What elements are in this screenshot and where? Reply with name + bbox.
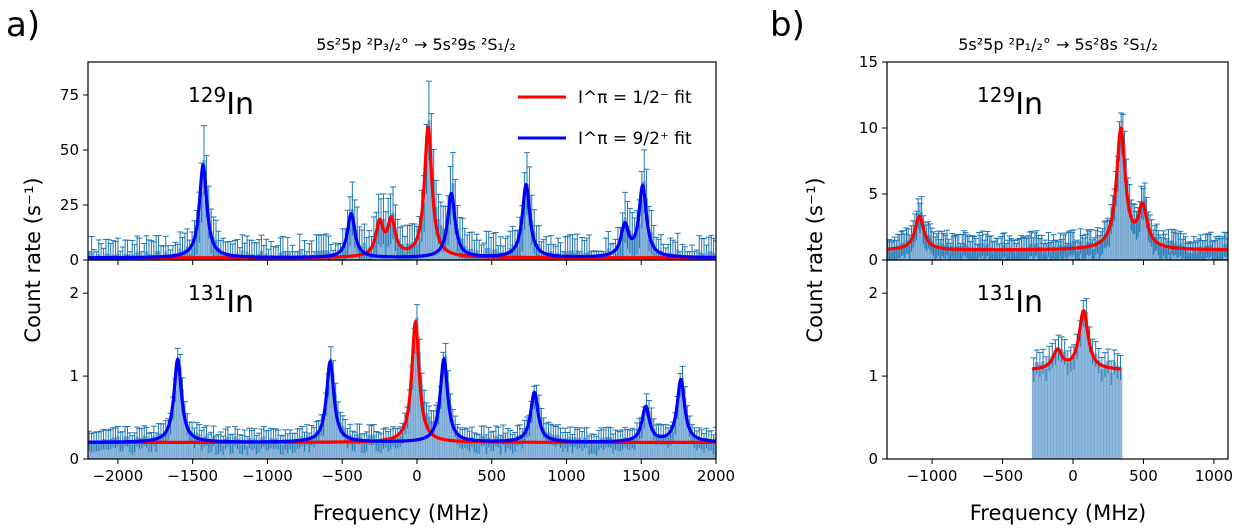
data-bar (1047, 358, 1051, 459)
data-bar (1103, 364, 1107, 459)
data-bar (1053, 352, 1058, 459)
x-tick-label: 0 (412, 467, 422, 485)
plot-a-top: 0 25 50 75 129In (60, 61, 717, 269)
x-tick-label: −1000 (907, 467, 958, 485)
y-axis-label-b: Count rate (s⁻¹) (803, 177, 827, 342)
isotope-label: 129In (977, 83, 1043, 122)
data-bar (1050, 355, 1055, 459)
plot-marks (1030, 298, 1124, 459)
data-bar (1069, 359, 1073, 459)
legend-label-red: I^π = 1/2⁻ fit (578, 88, 692, 108)
y-tick-label: 1 (69, 367, 79, 385)
y-tick-label: 10 (859, 119, 878, 137)
fit-curve-blue (88, 162, 716, 260)
x-tick-label: −1000 (242, 467, 293, 485)
data-bar (1106, 361, 1110, 459)
legend-label-blue: I^π = 9/2⁺ fit (578, 129, 692, 149)
panel-label-a: a) (6, 5, 40, 45)
data-bar (1097, 360, 1101, 459)
x-tick-label: −1500 (167, 467, 218, 485)
y-tick-label: 25 (60, 196, 79, 214)
y-tick-label: 50 (60, 141, 79, 159)
x-axis-label-a: Frequency (MHz) (313, 501, 489, 525)
y-tick-label: 5 (868, 185, 878, 203)
plot-b-top: 0 5 10 15 129In (859, 53, 1229, 269)
x-tick-label: 1000 (547, 467, 585, 485)
data-bar (1112, 361, 1117, 459)
panel-a-title: 5s²5p ²P₃/₂° → 5s²9s ²S₁/₂ (316, 35, 516, 54)
fit-curve-red (88, 125, 716, 260)
x-tick-label: −500 (982, 467, 1023, 485)
data-bar (1056, 347, 1061, 459)
data-bar (1031, 369, 1036, 459)
data-bar (1078, 333, 1082, 459)
data-bar (1066, 362, 1070, 459)
plot-marks (88, 304, 716, 459)
data-bar (1115, 365, 1120, 459)
isotope-label: 131In (977, 281, 1043, 320)
data-bar (1090, 351, 1095, 459)
x-tick-label: 1500 (622, 467, 660, 485)
plot-b-bottom: 0 1 2 −1000 −500 0 500 1000 131In (868, 259, 1233, 485)
axes-frame (87, 259, 717, 460)
y-tick-label: 2 (868, 284, 878, 302)
y-tick-label: 75 (60, 86, 79, 104)
isotope-label: 129In (188, 83, 254, 122)
y-tick-label: 15 (859, 53, 878, 71)
x-tick-label: 2000 (697, 467, 735, 485)
data-bar (1059, 349, 1064, 459)
x-tick-label: −500 (322, 467, 363, 485)
y-axis-label-a: Count rate (s⁻¹) (21, 177, 45, 342)
x-axis-label-b: Frequency (MHz) (970, 501, 1146, 525)
data-bar (1087, 339, 1092, 459)
plot-marks (88, 80, 716, 260)
plot-a-bottom: 0 1 2 −2000 −1500 −1000 −500 0 500 1000 1500 2000 13… (69, 259, 735, 485)
x-tick-label: 0 (1068, 467, 1078, 485)
data-bar (1041, 361, 1045, 459)
data-bar (1062, 351, 1067, 459)
data-bar (1044, 368, 1048, 459)
data-bar (1038, 364, 1042, 459)
y-tick-label: 1 (868, 367, 878, 385)
data-bar (1081, 313, 1086, 459)
fit-curve-blue (88, 356, 716, 444)
fit-curve-red (887, 125, 1228, 252)
y-tick-label: 0 (868, 251, 878, 269)
plot-marks (887, 112, 1228, 260)
data-bar (1118, 367, 1123, 459)
isotope-label: 131In (188, 281, 254, 320)
y-tick-label: 0 (868, 450, 878, 468)
panel-label-b: b) (770, 5, 805, 45)
data-bar (1075, 346, 1079, 459)
x-tick-label: 1000 (1195, 467, 1233, 485)
y-tick-label: 0 (69, 450, 79, 468)
data-bar (1072, 356, 1076, 459)
data-bar (1100, 369, 1104, 459)
y-tick-label: 2 (69, 284, 79, 302)
x-tick-label: −2000 (93, 467, 144, 485)
fit-curve-red (1032, 309, 1122, 371)
panel-b-title: 5s²5p ²P₁/₂° → 5s²8s ²S₁/₂ (958, 35, 1158, 54)
x-tick-label: 500 (1129, 467, 1158, 485)
legend: I^π = 1/2⁻ fit I^π = 9/2⁺ fit (518, 88, 692, 149)
x-tick-label: 500 (477, 467, 506, 485)
axes-frame (886, 259, 1229, 460)
data-bar (1093, 353, 1098, 459)
data-bar (1109, 372, 1113, 459)
data-bar (1035, 362, 1039, 459)
y-tick-label: 0 (69, 251, 79, 269)
